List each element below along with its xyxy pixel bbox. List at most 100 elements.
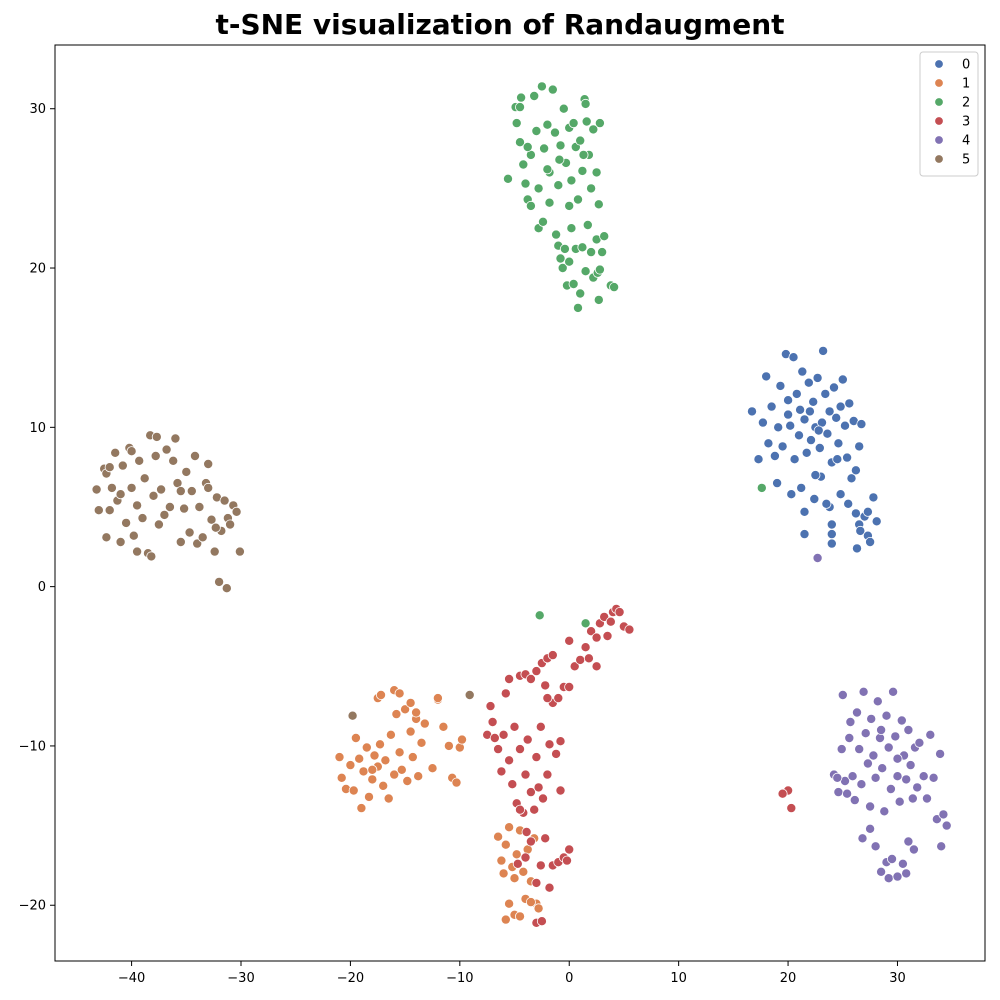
point-series-1: [511, 849, 522, 860]
point-series-1: [394, 747, 405, 758]
point-series-1: [533, 903, 544, 914]
legend-marker-2: [934, 97, 944, 107]
point-series-1: [518, 866, 529, 877]
point-series-4: [866, 713, 877, 724]
point-series-0: [791, 388, 802, 399]
point-series-0: [799, 506, 810, 517]
point-series-0: [795, 404, 806, 415]
point-series-5: [104, 462, 115, 473]
point-series-0: [814, 442, 825, 453]
point-series-3: [569, 661, 580, 672]
point-series-4: [925, 729, 936, 740]
point-series-1: [509, 873, 520, 884]
point-series-2: [558, 103, 569, 114]
point-series-0: [837, 374, 848, 385]
point-series-1: [451, 777, 462, 788]
point-series-1: [358, 766, 369, 777]
point-series-4: [862, 758, 873, 769]
point-series-1: [407, 752, 418, 763]
point-series-3: [515, 744, 526, 755]
x-tick-label: −30: [227, 971, 254, 986]
points-layer: [91, 81, 952, 928]
point-series-0: [840, 420, 851, 431]
point-series-3: [533, 782, 544, 793]
point-series-2: [580, 618, 591, 629]
point-series-4: [912, 782, 923, 793]
point-series-3: [540, 833, 551, 844]
point-series-5: [203, 482, 214, 493]
point-series-2: [542, 164, 553, 175]
point-series-0: [796, 482, 807, 493]
point-series-2: [515, 137, 526, 148]
point-series-4: [894, 796, 905, 807]
point-series-2: [522, 141, 533, 152]
point-series-0: [794, 430, 805, 441]
point-series-2: [554, 154, 565, 165]
point-series-1: [389, 769, 400, 780]
x-tick-label: −20: [337, 971, 364, 986]
point-series-3: [542, 769, 553, 780]
point-series-0: [809, 493, 820, 504]
point-series-5: [128, 530, 139, 541]
point-series-3: [525, 674, 536, 685]
point-series-3: [591, 632, 602, 643]
point-series-5: [181, 466, 192, 477]
point-series-5: [234, 546, 245, 557]
point-series-4: [837, 690, 848, 701]
point-series-3: [522, 734, 533, 745]
point-series-3: [786, 803, 797, 814]
legend-marker-5: [934, 154, 944, 164]
point-series-5: [134, 455, 145, 466]
point-series-3: [500, 688, 511, 699]
legend-label-5: 5: [962, 153, 970, 168]
point-series-0: [842, 452, 853, 463]
point-series-2: [577, 165, 588, 176]
point-series-3: [509, 721, 520, 732]
point-series-0: [772, 478, 783, 489]
point-series-4: [935, 748, 946, 759]
point-series-0: [818, 345, 829, 356]
point-series-5: [117, 460, 128, 471]
point-series-0: [856, 419, 867, 430]
point-series-1: [405, 726, 416, 737]
point-series-2: [520, 178, 531, 189]
point-series-5: [194, 501, 205, 512]
point-series-2: [550, 127, 561, 138]
point-series-0: [806, 435, 817, 446]
point-series-3: [504, 755, 515, 766]
point-series-5: [153, 519, 164, 530]
point-series-3: [586, 626, 597, 637]
point-series-0: [829, 382, 840, 393]
point-series-3: [602, 631, 613, 642]
point-series-4: [897, 858, 908, 869]
point-series-4: [941, 820, 952, 831]
point-series-2: [553, 180, 564, 191]
point-series-5: [126, 446, 137, 457]
point-series-5: [139, 473, 150, 484]
point-series-4: [892, 753, 903, 764]
point-series-2: [559, 243, 570, 254]
point-series-1: [350, 733, 361, 744]
point-series-1: [504, 822, 515, 833]
point-series-4: [847, 771, 858, 782]
point-series-1: [348, 785, 359, 796]
point-series-0: [761, 371, 772, 382]
point-series-2: [533, 183, 544, 194]
point-series-0: [868, 492, 879, 503]
point-series-5: [126, 482, 137, 493]
point-series-3: [536, 916, 547, 927]
point-series-5: [464, 690, 475, 701]
point-series-0: [799, 414, 810, 425]
point-series-2: [581, 116, 592, 127]
point-series-1: [391, 709, 402, 720]
point-series-0: [850, 465, 861, 476]
point-series-0: [763, 438, 774, 449]
legend: 0 1 2 3 4 5: [919, 51, 979, 177]
point-series-1: [438, 721, 449, 732]
point-series-0: [824, 406, 835, 417]
point-series-2: [531, 126, 542, 137]
point-series-2: [568, 278, 579, 289]
point-series-0: [812, 372, 823, 383]
y-tick-label: 10: [29, 421, 46, 436]
point-series-2: [609, 282, 620, 293]
